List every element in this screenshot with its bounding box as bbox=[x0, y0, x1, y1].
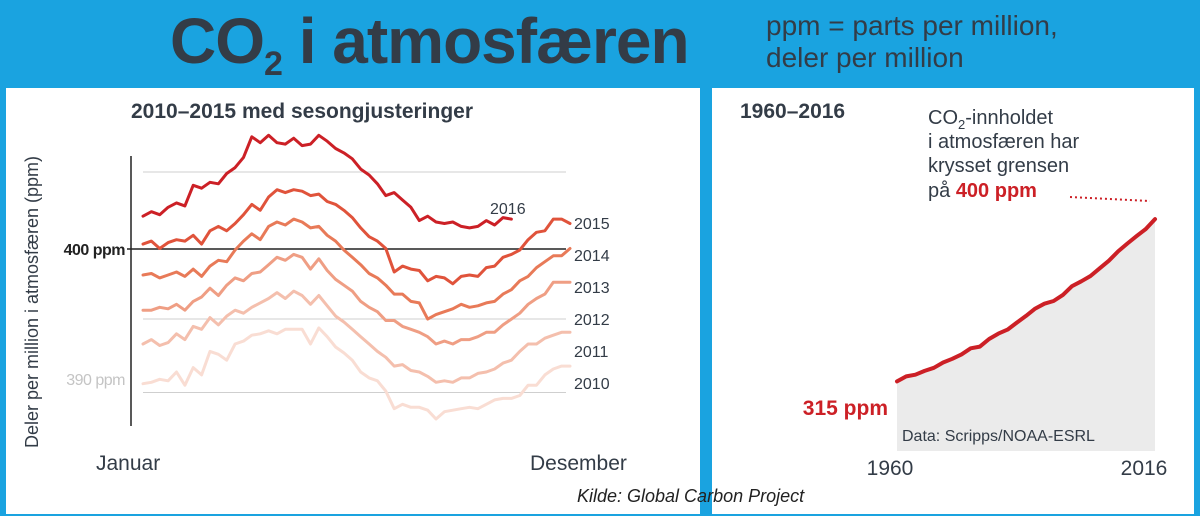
longterm-chart-title: 1960–2016 bbox=[740, 100, 845, 123]
seasonal-chart-title: 2010–2015 med sesongjusteringer bbox=[131, 100, 473, 123]
series-line-2011 bbox=[141, 326, 572, 421]
annotation-line-3: krysset grensen bbox=[928, 155, 1069, 177]
series-label-2012: 2012 bbox=[574, 312, 610, 329]
series-label-2010: 2010 bbox=[574, 376, 610, 393]
annotation-pa: på bbox=[928, 180, 956, 202]
title-rest: i atmosfæren bbox=[281, 5, 690, 77]
annotation-subscript: 2 bbox=[958, 117, 965, 132]
longterm-chart-panel: 1960–2016 CO2-innholdet i atmosfæren har… bbox=[712, 88, 1194, 514]
annotation-line-1: CO2-innholdet bbox=[928, 107, 1054, 132]
series-label-2015: 2015 bbox=[574, 216, 610, 233]
series-line-2016 bbox=[141, 133, 513, 230]
x-label-end: Desember bbox=[530, 452, 627, 475]
annotation-co: CO bbox=[928, 107, 958, 129]
ppm-definition-line-2: deler per million bbox=[766, 42, 964, 73]
seasonal-chart: 2010–2015 med sesongjusteringer Deler pe… bbox=[22, 100, 627, 475]
series-line-2015 bbox=[141, 188, 572, 286]
y-tick-label-400: 400 ppm bbox=[64, 242, 126, 259]
annotation-400ppm: 400 ppm bbox=[956, 180, 1037, 202]
longterm-chart: 1960–2016 CO2-innholdet i atmosfæren har… bbox=[740, 100, 1168, 480]
y-tick-label-390: 390 ppm bbox=[66, 372, 125, 389]
data-credit: Data: Scripps/NOAA-ESRL bbox=[902, 428, 1095, 445]
series-label-2013: 2013 bbox=[574, 280, 610, 297]
annotation-leader bbox=[1069, 196, 1151, 202]
page-title: CO2 i atmosfæren bbox=[170, 4, 690, 101]
series-label-2011: 2011 bbox=[574, 344, 609, 361]
x-label-start: Januar bbox=[96, 452, 160, 475]
header-band: CO2 i atmosfæren ppm = parts per million… bbox=[0, 0, 1200, 84]
series-label-2016: 2016 bbox=[490, 201, 526, 218]
annotation-rest: -innholdet bbox=[965, 107, 1053, 129]
y-axis-label: Deler per million i atmosfæren (ppm) bbox=[22, 156, 42, 448]
ppm-definition: ppm = parts per million, deler per milli… bbox=[766, 10, 1058, 74]
ppm-definition-line-1: ppm = parts per million, bbox=[766, 10, 1058, 41]
title-co: CO bbox=[170, 5, 265, 77]
title-subscript: 2 bbox=[264, 45, 283, 83]
annotation-line-2: i atmosfæren har bbox=[928, 131, 1080, 153]
x-tick-label-1960: 1960 bbox=[867, 457, 914, 480]
series-line-2014 bbox=[141, 217, 572, 321]
source-credit: Kilde: Global Carbon Project bbox=[577, 486, 805, 506]
series-label-2014: 2014 bbox=[574, 248, 610, 265]
series-line-2013 bbox=[141, 252, 572, 346]
series-line-2012 bbox=[141, 289, 572, 384]
annotation-line-4: på 400 ppm bbox=[928, 180, 1037, 202]
co2-line bbox=[895, 217, 1157, 384]
start-value-label: 315 ppm bbox=[803, 397, 888, 420]
seasonal-chart-panel: 2010–2015 med sesongjusteringer Deler pe… bbox=[6, 88, 700, 514]
x-tick-label-2016: 2016 bbox=[1121, 457, 1168, 480]
